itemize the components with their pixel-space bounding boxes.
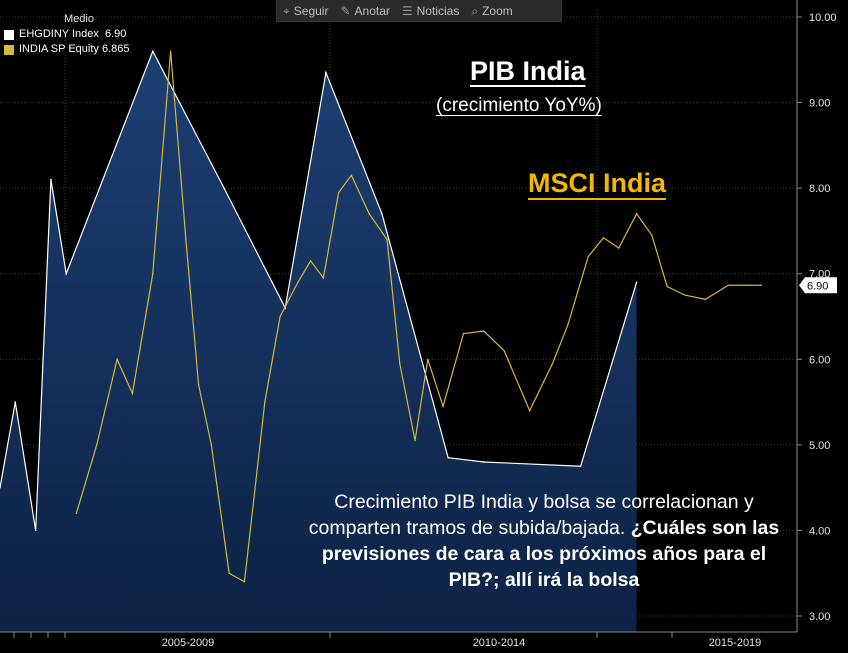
y-tick-label: 5.00 (809, 440, 830, 452)
chart-toolbar: ⌖ Seguir ✎ Anotar ☰ Noticias ⌕ Zoom (276, 0, 562, 22)
legend-text-equity: INDIA SP Equity 6.865 (19, 43, 130, 55)
gdp-point (579, 465, 582, 468)
gdp-point (635, 281, 638, 284)
gdp-point (50, 178, 52, 181)
gdp-point (447, 456, 449, 459)
equity-point (116, 358, 118, 360)
equity-point (635, 213, 638, 215)
y-tick-label: 10.00 (809, 12, 837, 24)
gdp-point (381, 213, 383, 215)
y-tick-label: 9.00 (809, 98, 830, 110)
equity-line-layer (75, 50, 763, 583)
pencil-icon: ✎ (340, 3, 351, 18)
annotation-title: PIB India (470, 56, 586, 86)
equity-point (197, 384, 200, 386)
equity-point (483, 330, 485, 332)
zoom-button[interactable]: ⌕ Zoom (465, 0, 518, 21)
equity-point (152, 273, 154, 275)
equity-point (322, 277, 325, 279)
x-period-label: 2015-2019 (709, 637, 762, 649)
equity-point (745, 284, 747, 286)
gdp-point (14, 401, 17, 403)
equity-point (587, 255, 589, 258)
follow-label: Seguir (293, 3, 329, 18)
annotation-body-bold: ¿Cuáles son las previsiones de cara a lo… (321, 517, 780, 591)
equity-point (618, 247, 620, 249)
legend-text-gdp: EHGDINY Index 6.90 (19, 28, 127, 40)
crosshair-icon: ⌖ (283, 3, 290, 18)
y-tick-label: 8.00 (809, 183, 830, 195)
gdp-point (34, 529, 37, 532)
legend-swatch-equity (4, 44, 14, 55)
last-value-badge (799, 277, 837, 294)
equity-point (442, 405, 444, 408)
equity-point (503, 350, 505, 352)
last-value-label: 6.90 (807, 280, 828, 292)
y-tick-label: 6.00 (809, 354, 830, 366)
equity-point (243, 581, 246, 583)
gdp-point (483, 461, 485, 463)
news-button[interactable]: ☰ Noticias (396, 0, 465, 21)
equity-point (297, 281, 299, 283)
gdp-point (151, 50, 154, 53)
equity-point (386, 238, 388, 241)
equity-point (666, 285, 668, 288)
x-period-label: 2005-2009 (162, 637, 215, 649)
legend-title: Medio (64, 13, 94, 25)
equity-point (185, 238, 187, 241)
follow-button[interactable]: ⌖ Seguir (277, 0, 334, 21)
x-period-label: 2010-2014 (473, 637, 526, 649)
annotation-subtitle: (crecimiento YoY%) (436, 95, 602, 116)
equity-point (704, 298, 707, 301)
legend: Medio EHGDINY Index 6.90 INDIA SP Equity… (4, 12, 129, 57)
annotate-button[interactable]: ✎ Anotar (334, 0, 395, 21)
news-label: Noticias (416, 3, 460, 18)
equity-point (399, 362, 401, 365)
zoom-label: Zoom (482, 3, 513, 18)
equity-point (727, 284, 729, 286)
annotate-label: Anotar (354, 3, 390, 18)
equity-point (684, 294, 686, 296)
equity-point (131, 392, 134, 395)
equity-point (651, 234, 653, 236)
legend-entry-gdp[interactable]: EHGDINY Index 6.90 (4, 27, 129, 42)
equity-point (567, 324, 569, 326)
legend-entry-equity[interactable]: INDIA SP Equity 6.865 (4, 42, 129, 57)
gdp-point (223, 187, 225, 189)
equity-point (228, 572, 230, 574)
equity-point (528, 409, 531, 412)
equity-point (414, 439, 416, 442)
equity-point (309, 260, 312, 262)
equity-point (337, 191, 340, 194)
gdp-point (325, 71, 327, 74)
equity-point (96, 444, 98, 446)
equity-point (350, 174, 353, 177)
annotation-msci: MSCI India (528, 168, 667, 198)
equity-point (462, 332, 465, 335)
news-icon: ☰ (401, 3, 413, 18)
gdp-point (0, 486, 1, 489)
annotation-body: Crecimiento PIB India y bolsa se correla… (296, 489, 792, 593)
y-tick-label: 3.00 (809, 611, 830, 623)
equity-point (551, 362, 554, 365)
equity-point (75, 512, 78, 515)
equity-point (602, 237, 605, 239)
equity-point (210, 444, 213, 446)
gdp-point (65, 272, 68, 275)
annotation-body-plain: Crecimiento PIB India y bolsa se correla… (308, 491, 754, 539)
equity-point (427, 358, 429, 360)
gdp-series-line (0, 49, 638, 531)
equity-point (264, 401, 266, 403)
zoom-icon: ⌕ (471, 3, 479, 18)
equity-point (279, 315, 281, 318)
x-axis: 2005-2009 2010-2014 2015-2019 (0, 631, 797, 649)
equity-point (368, 213, 370, 215)
y-tick-label: 4.00 (809, 525, 830, 537)
equity-point (169, 50, 172, 52)
legend-swatch-gdp (4, 29, 14, 40)
equity-point (760, 284, 763, 286)
